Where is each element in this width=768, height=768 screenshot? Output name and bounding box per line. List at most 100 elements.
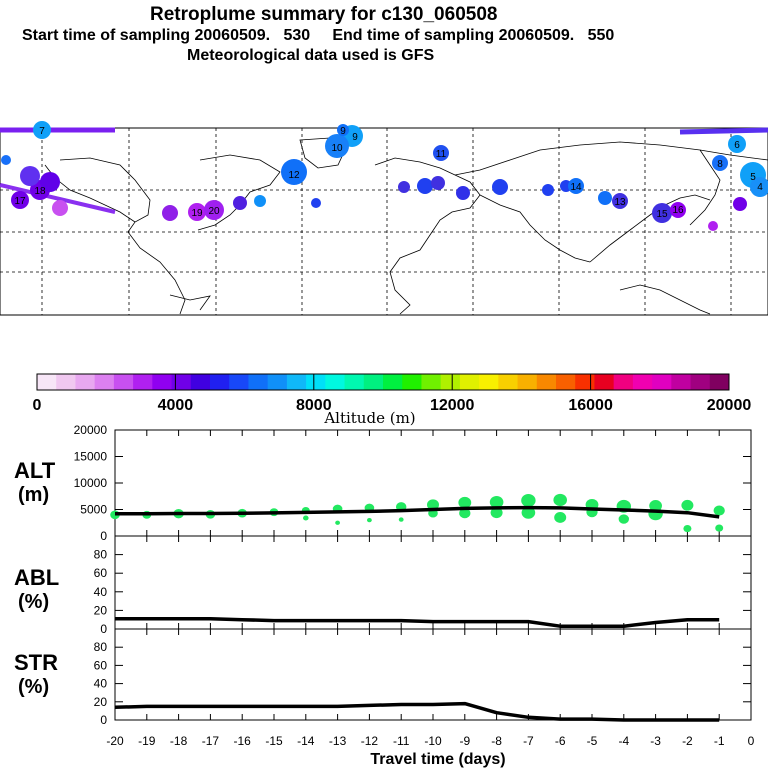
plume-marker (188, 203, 206, 221)
y-tick-label: 15000 (74, 450, 108, 464)
colorbar-swatch (575, 374, 595, 390)
x-tick-label: -11 (393, 734, 410, 748)
colorbar-swatch (152, 374, 173, 390)
alt-scatter-point (618, 514, 629, 524)
y-tick-label: 80 (94, 548, 108, 562)
x-tick-label: -20 (106, 734, 124, 748)
plume-marker-label: 18 (34, 186, 46, 197)
colorbar-swatch (556, 374, 576, 390)
alt-scatter-point (521, 506, 536, 519)
alt-scatter-point (335, 520, 340, 525)
abl-series-line (115, 617, 720, 628)
colorbar-swatch (690, 374, 711, 390)
alt-scatter-point (303, 515, 309, 521)
plume-marker (52, 200, 68, 216)
abl-panel-frame (114, 535, 752, 630)
plume-marker-label: 12 (288, 170, 300, 181)
x-tick-label: -15 (265, 734, 283, 748)
plume-marker (598, 191, 612, 205)
plume-marker (612, 193, 628, 209)
colorbar-tick-label: 16000 (568, 397, 613, 414)
plume-marker-label: 13 (614, 197, 626, 208)
colorbar-swatch (517, 374, 538, 390)
y-tick-label: 20000 (74, 423, 108, 437)
x-tick-label: -8 (491, 734, 502, 748)
x-tick-label: -16 (234, 734, 252, 748)
plume-marker-label: 5 (750, 172, 756, 183)
map-frame (0, 127, 768, 316)
trajectory-west (0, 183, 116, 214)
plume-marker (568, 178, 584, 194)
colorbar-tick-label: 12000 (430, 397, 475, 414)
colorbar-swatch (56, 374, 76, 390)
y-tick-label: 10000 (74, 476, 108, 490)
plume-marker (254, 195, 266, 207)
chart-marks: 20000 15000 10000 5000 0 80 60 40 20 0 80 60 40 20 0 -2… (74, 423, 755, 748)
alt-scatter-point (553, 493, 567, 507)
plume-marker (670, 202, 686, 218)
colorbar-swatch (133, 374, 153, 390)
alt-scatter-point (683, 524, 692, 533)
plume-marker (325, 134, 349, 158)
x-tick-label: -9 (459, 734, 470, 748)
colorbar-swatch (210, 374, 230, 390)
y-tick-label: 40 (94, 585, 108, 599)
alt-scatter-point (715, 524, 724, 532)
colorbar-swatch (286, 374, 307, 390)
colorbar-swatch (671, 374, 692, 390)
x-tick-label: -14 (297, 734, 315, 748)
met-data-subtitle: Meteorological data used is GFS (187, 47, 435, 64)
plume-marker-label: 7 (39, 126, 45, 137)
colorbar-swatch (248, 374, 269, 390)
colorbar-swatch (75, 374, 96, 390)
y-tick-label: 40 (94, 677, 108, 691)
plume-marker-label: 15 (656, 209, 668, 220)
abl-unit-label: (%) (18, 591, 49, 613)
x-tick-label: -4 (618, 734, 629, 748)
colorbar-swatch (402, 374, 422, 390)
x-tick-label: -12 (361, 734, 379, 748)
alt-unit-label: (m) (18, 484, 49, 506)
plume-marker (733, 197, 747, 211)
y-tick-label: 0 (100, 622, 107, 636)
colorbar-swatch (37, 374, 57, 390)
plume-marker-label: 11 (436, 149, 447, 160)
plume-marker (20, 166, 40, 186)
alt-scatter-point (459, 508, 471, 519)
plume-marker-label: 9 (340, 126, 346, 137)
abl-label: ABL (14, 565, 59, 590)
colorbar-swatch (479, 374, 499, 390)
plume-marker (542, 184, 554, 196)
alt-scatter-point (458, 496, 472, 509)
retroplume-map: 7 9 10 12 11 13 5 86 4 9 14 15 16 17 18 19 20 (0, 121, 768, 316)
alt-scatter-point (713, 505, 725, 516)
colorbar-swatch (421, 374, 442, 390)
colorbar-swatch (229, 374, 249, 390)
str-series-line (114, 701, 720, 722)
colorbar-swatch (113, 374, 134, 390)
x-tick-label: -18 (170, 734, 188, 748)
plume-marker (712, 155, 728, 171)
colorbar-swatch (94, 374, 115, 390)
x-tick-label: -17 (202, 734, 220, 748)
alt-scatter-point (490, 507, 503, 519)
colorbar-axis-label: Altitude (m) (323, 409, 415, 427)
colorbar-swatch (383, 374, 403, 390)
alt-scatter-point (398, 517, 404, 522)
x-tick-label: -10 (424, 734, 442, 748)
alt-scatter-point (489, 495, 504, 509)
plume-marker-label: 8 (717, 159, 723, 170)
alt-scatter-point (367, 517, 372, 523)
plume-marker (40, 172, 60, 192)
map-graticule (0, 128, 768, 315)
y-tick-label: 20 (94, 695, 108, 709)
plume-marker (708, 221, 718, 231)
colorbar-swatch (498, 374, 519, 390)
plume-marker (492, 179, 508, 195)
colorbar-swatch (536, 374, 557, 390)
time-series-panels: ALT (m) ABL (%) STR (%) Travel time (day… (14, 429, 752, 768)
colorbar-swatch (325, 374, 346, 390)
str-label: STR (14, 650, 58, 675)
colorbar-swatch (306, 374, 326, 390)
